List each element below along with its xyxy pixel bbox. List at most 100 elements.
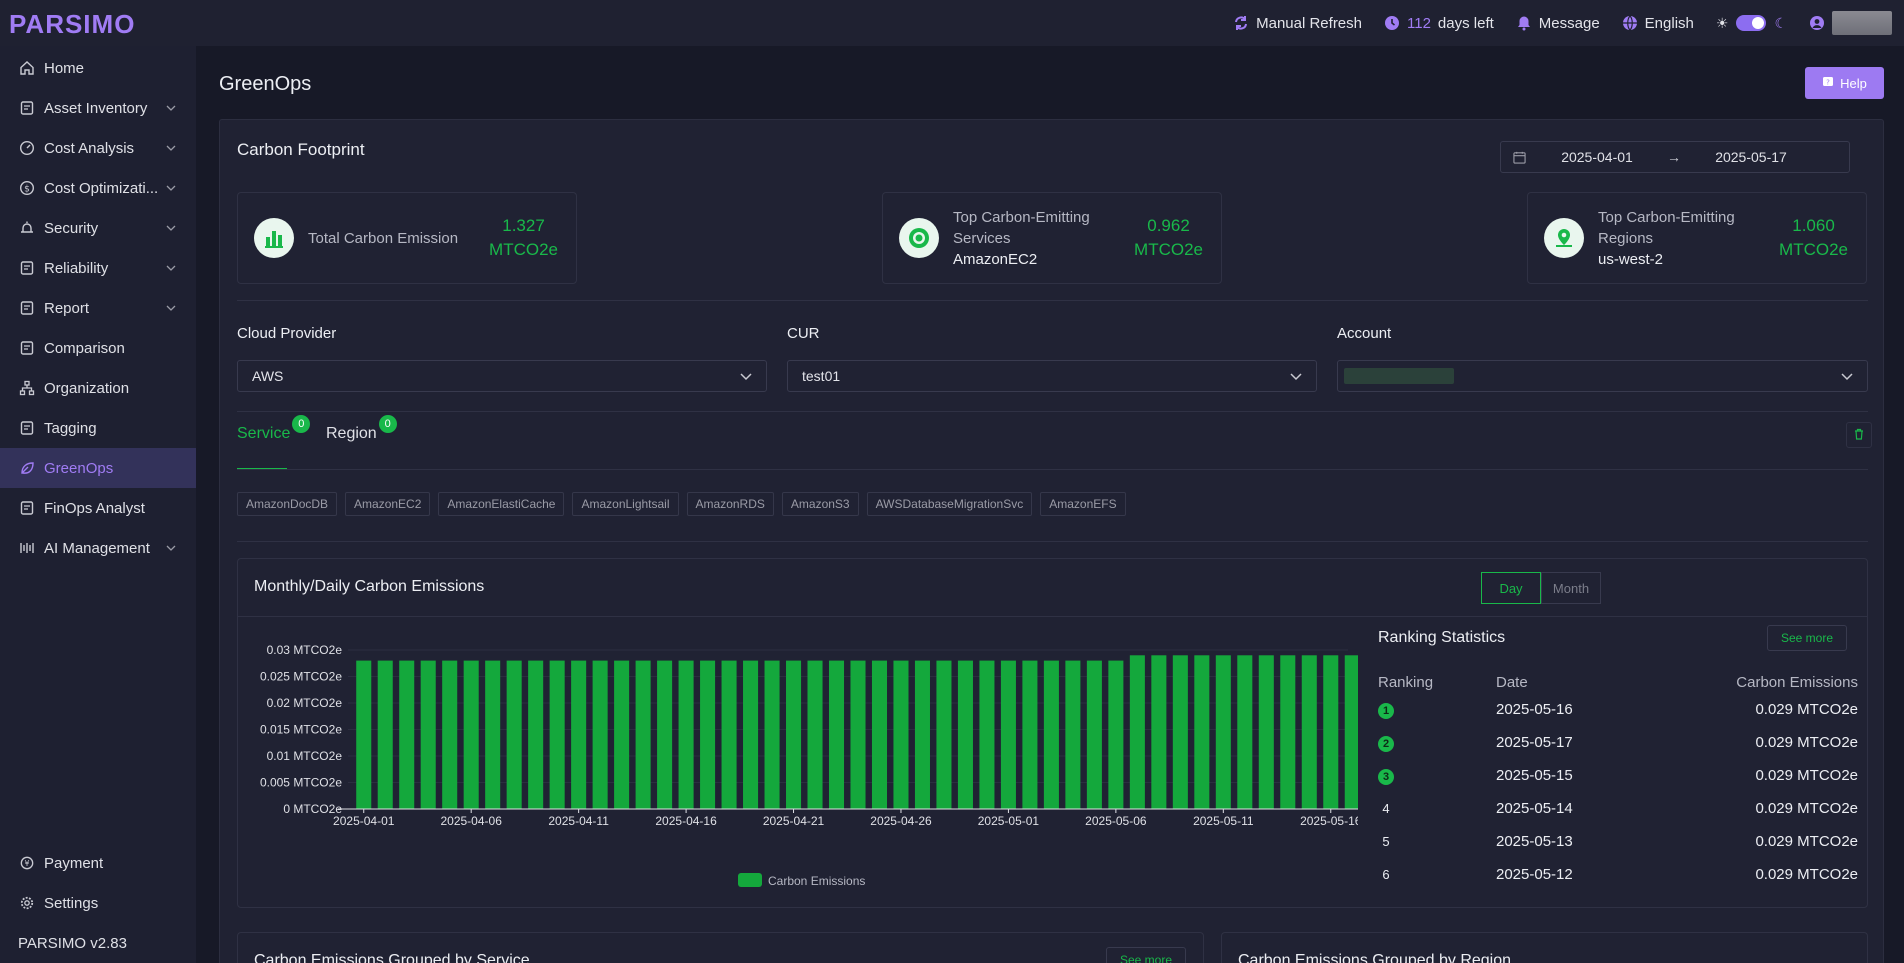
chart-bar [1086, 660, 1102, 809]
ranking-statistics: Ranking Statistics See more Ranking Date… [1378, 625, 1858, 883]
sun-icon: ☀ [1715, 14, 1729, 31]
sidebar-item-settings[interactable]: Settings [0, 883, 196, 923]
sidebar-item-cost-optimizati[interactable]: $ Cost Optimizati... [0, 168, 196, 208]
service-chip[interactable]: AWSDatabaseMigrationSvc [866, 492, 1033, 516]
leaf-icon [18, 459, 36, 477]
sidebar-item-cost-analysis[interactable]: Cost Analysis [0, 128, 196, 168]
chart-bar [528, 660, 544, 809]
alarm-icon [18, 219, 36, 237]
sidebar-item-organization[interactable]: Organization [0, 368, 196, 408]
rank-number: 4 [1382, 801, 1390, 816]
sidebar-item-reliability[interactable]: Reliability [0, 248, 196, 288]
sidebar-item-payment[interactable]: ¥ Payment [0, 843, 196, 883]
rank-medal-badge: 3 [1378, 769, 1394, 785]
theme-switch[interactable]: ☀ ☾ [1716, 15, 1787, 32]
ranking-row: 2 2025-05-17 0.029 MTCO2e [1378, 734, 1858, 767]
sidebar-item-report[interactable]: Report [0, 288, 196, 328]
sidebar-item-label: Tagging [44, 419, 97, 437]
sidebar-item-label: Settings [44, 894, 99, 912]
account-select[interactable] [1337, 360, 1868, 392]
date-start-input[interactable]: 2025-04-01 [1561, 149, 1633, 165]
ranking-date: 2025-05-14 [1496, 800, 1573, 817]
account-label: Account [1337, 325, 1392, 342]
service-see-more-button[interactable]: See more [1106, 947, 1187, 963]
service-chip[interactable]: AmazonRDS [686, 492, 774, 516]
help-button[interactable]: ? Help [1805, 67, 1884, 99]
help-label: Help [1840, 75, 1867, 91]
chart-bar [764, 660, 780, 809]
divider [237, 411, 1868, 412]
manual-refresh-button[interactable]: Manual Refresh [1233, 15, 1362, 32]
chart-bar [657, 660, 673, 809]
theme-toggle[interactable] [1736, 15, 1767, 31]
y-tick-label: 0.005 MTCO2e [260, 776, 342, 790]
x-tick-label: 2025-05-16 [1300, 814, 1358, 828]
globe-icon [1622, 15, 1638, 31]
legend-label: Carbon Emissions [768, 874, 865, 888]
app-logo[interactable]: PARSIMO [9, 9, 136, 39]
chevron-down-icon [166, 143, 178, 154]
chart-bar [1344, 655, 1358, 809]
inventory-icon [18, 99, 36, 117]
sidebar-item-ai-management[interactable]: AI Management [0, 528, 196, 568]
chart-bar [571, 660, 587, 809]
ranking-see-more-button[interactable]: See more [1767, 625, 1848, 651]
service-chip[interactable]: AmazonEC2 [345, 492, 431, 516]
date-end-input[interactable]: 2025-05-17 [1715, 149, 1787, 165]
svg-text:$: $ [24, 185, 30, 195]
message-button[interactable]: Message [1516, 15, 1600, 32]
tab-service[interactable]: Service 0 [237, 415, 311, 443]
svg-text:?: ? [1826, 78, 1830, 86]
card-title: Carbon Emissions Grouped by Service [254, 952, 530, 963]
clear-selection-button[interactable] [1846, 422, 1872, 448]
sidebar-item-tagging[interactable]: Tagging [0, 408, 196, 448]
sidebar-item-comparison[interactable]: Comparison [0, 328, 196, 368]
ranking-value: 0.029 MTCO2e [1755, 833, 1858, 850]
month-toggle-button[interactable]: Month [1541, 572, 1601, 604]
stat-number: 0.962 [1147, 216, 1190, 235]
chevron-down-icon [1290, 368, 1302, 384]
report-icon [18, 299, 36, 317]
date-range-picker[interactable]: 2025-04-01 → 2025-05-17 [1500, 141, 1850, 173]
service-chip[interactable]: AmazonElastiCache [438, 492, 565, 516]
payment-icon: ¥ [18, 854, 36, 872]
help-icon: ? [1822, 76, 1834, 91]
dashboard-icon [18, 139, 36, 157]
stat-title: Top Carbon-Emitting Services [953, 208, 1090, 247]
cur-value: test01 [802, 368, 841, 384]
language-label: English [1644, 14, 1694, 32]
y-tick-label: 0.025 MTCO2e [260, 670, 342, 684]
chart-bar [1323, 655, 1339, 809]
chart-bar [1172, 655, 1188, 809]
sidebar-item-label: Organization [44, 379, 130, 397]
section-title: Carbon Footprint [237, 140, 365, 159]
sidebar-item-greenops[interactable]: GreenOps [0, 448, 196, 488]
sidebar-item-asset-inventory[interactable]: Asset Inventory [0, 88, 196, 128]
tab-region[interactable]: Region 0 [326, 415, 397, 443]
chart-bar [743, 660, 759, 809]
service-chip[interactable]: AmazonEFS [1040, 492, 1126, 516]
language-selector[interactable]: English [1622, 15, 1694, 32]
sidebar-item-finops-analyst[interactable]: FinOps Analyst [0, 488, 196, 528]
chart-bar [871, 660, 888, 809]
stat-value: 0.962 MTCO2e [1134, 214, 1203, 262]
days-left-label: days left [1437, 14, 1494, 32]
sidebar-item-label: Cost Analysis [44, 139, 135, 157]
stat-label: Top Carbon-Emitting Services AmazonEC2 [953, 207, 1134, 270]
avatar[interactable] [1832, 11, 1892, 35]
service-chip[interactable]: AmazonS3 [781, 492, 859, 516]
service-chip[interactable]: AmazonLightsail [572, 492, 679, 516]
day-toggle-button[interactable]: Day [1481, 572, 1541, 604]
ranking-date: 2025-05-17 [1496, 734, 1573, 751]
cloud-provider-select[interactable]: AWS [237, 360, 767, 392]
sidebar-item-security[interactable]: Security [0, 208, 196, 248]
cur-select[interactable]: test01 [787, 360, 1317, 392]
emissions-bar-chart: 0 MTCO2e 0.005 MTCO2e 0.01 MTCO2e 0.015 MTC… [260, 643, 1358, 888]
ranking-date: 2025-05-13 [1496, 833, 1573, 850]
user-menu[interactable] [1809, 11, 1892, 35]
sidebar-item-label: Payment [44, 854, 104, 872]
rank-medal-badge: 1 [1378, 703, 1394, 719]
service-chip[interactable]: AmazonDocDB [237, 492, 338, 516]
sidebar-item-home[interactable]: Home [0, 48, 196, 88]
tab-label: Service [237, 425, 291, 442]
